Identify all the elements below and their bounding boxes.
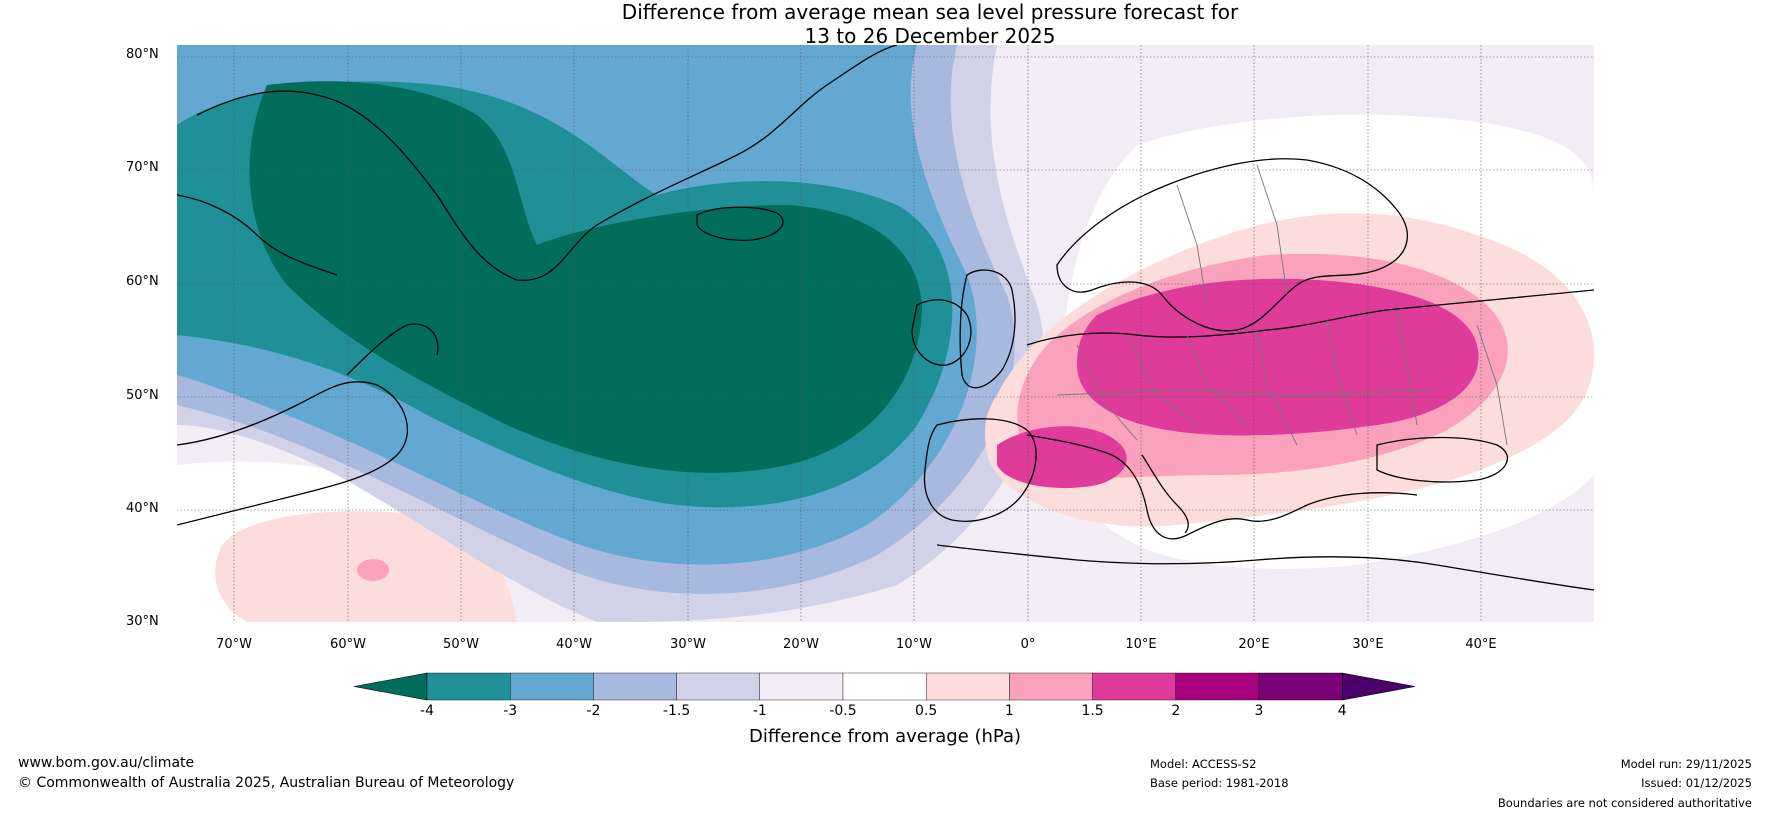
model-run: Model run: 29/11/2025 [1620,757,1752,771]
colorbar-tick-label: 0.5 [915,703,938,719]
lon-label: 0° [1020,637,1036,652]
greenland-west-coast [177,194,338,276]
iceland-coast [696,206,784,241]
colorbar-tick-label: 1.5 [1081,703,1104,719]
positive-core-atlantic [357,559,389,581]
lat-label: 80°N [126,47,159,62]
base-period: Base period: 1981-2018 [1150,776,1289,790]
colorbar-segment [759,672,844,701]
colorbar-tick-label: -1.5 [662,703,691,719]
iberia-coast [923,418,1037,522]
lon-label: 60°W [330,637,366,652]
colorbar-segment [1009,672,1093,701]
map-svg [177,45,1594,622]
band-below-minus-4 [249,81,923,473]
scandinavia-coast [1056,158,1408,332]
colorbar-tick-label: -1 [752,703,767,719]
band-1-5-italy [997,426,1127,489]
copyright: © Commonwealth of Australia 2025, Austra… [18,775,515,791]
lon-label: 40°W [556,637,592,652]
colorbar-extend-low [353,672,428,701]
lon-label: 30°W [670,637,706,652]
lon-label: 20°E [1238,637,1270,652]
pressure-anomaly-map [177,45,1594,622]
colorbar-label: Difference from average (hPa) [748,726,1022,747]
colorbar-tick-label: -0.5 [829,703,857,719]
colorbar [353,672,1416,701]
lat-label: 60°N [126,274,159,289]
colorbar-tick-label: 4 [1337,703,1347,719]
lon-label: 70°W [216,637,252,652]
north-europe-coast [1026,289,1594,346]
site-url[interactable]: www.bom.gov.au/climate [18,755,195,771]
colorbar-segment [426,672,511,701]
issued-date: Issued: 01/12/2025 [1641,776,1752,790]
map-title-line1: Difference from average mean sea level p… [621,0,1239,24]
colorbar-segment [1092,672,1176,701]
colorbar-segment [676,672,760,701]
africa-north-coast [936,544,1594,591]
colorbar-segment [1175,672,1260,701]
italy-coast [1141,454,1189,534]
colorbar-tick-label: -4 [420,703,434,719]
graticule [177,45,1594,622]
lon-label: 50°W [443,637,479,652]
lon-label: 10°W [896,637,932,652]
lon-label: 20°W [783,637,819,652]
country-borders [1056,164,1508,446]
greenland-coast [196,45,898,281]
band-1-5 [1077,278,1479,436]
britain-coast [959,269,1016,389]
colorbar-segment [510,672,594,701]
model-name: Model: ACCESS-S2 [1150,757,1257,771]
black-sea-coast [1376,436,1509,483]
colorbar-segment [842,672,927,701]
colorbar-segments [353,672,1416,701]
lon-label: 30°E [1352,637,1384,652]
colorbar-extend-high [1341,672,1416,701]
lat-label: 40°N [126,501,159,516]
lon-label: 10°E [1125,637,1157,652]
ireland-coast [911,299,972,366]
lat-label: 50°N [126,388,159,403]
lat-label: 70°N [126,160,159,175]
map-title: Difference from average mean sea level p… [0,0,1770,48]
colorbar-segment [1258,672,1343,701]
labrador-coast [346,323,439,376]
coastlines [177,45,1594,591]
colorbar-tick-label: -2 [586,703,601,719]
map-title-line2: 13 to 26 December 2025 [804,24,1056,48]
lat-label: 30°N [126,614,159,629]
colorbar-tick-label: 3 [1254,703,1264,719]
colorbar-tick-label: 1 [1004,703,1014,719]
colorbar-segment [593,672,677,701]
canada-coast [177,381,408,526]
colorbar-segment [926,672,1010,701]
mediterranean-north-coast [1026,434,1418,540]
disclaimer: Boundaries are not considered authoritat… [1497,796,1752,810]
colorbar-tick-label: 2 [1171,703,1181,719]
lon-label: 40°E [1465,637,1497,652]
colorbar-tick-label: -3 [503,703,518,719]
